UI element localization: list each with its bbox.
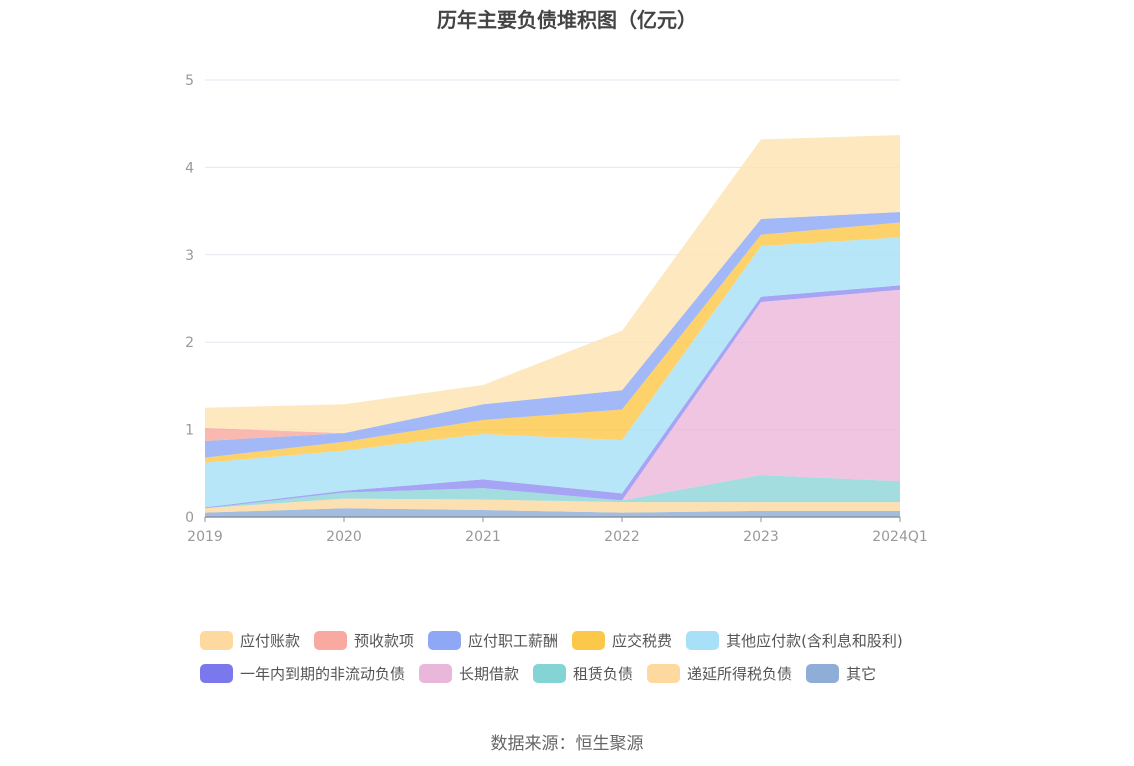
legend-label: 其它: [846, 665, 877, 683]
legend-item[interactable]: 一年内到期的非流动负债: [200, 663, 405, 684]
area-series-path: [205, 222, 900, 463]
legend: 应付账款 预收款项 应付职工薪酬 应交税费 其他应付款(含利息和股利) 一年内到…: [200, 630, 960, 696]
x-tick-label: 2020: [326, 529, 362, 545]
x-tick-label: 2021: [465, 529, 501, 545]
legend-label: 应付职工薪酬: [468, 632, 559, 650]
legend-item[interactable]: 租赁负债: [533, 663, 633, 684]
area-series-path: [205, 237, 900, 508]
legend-item[interactable]: 应交税费: [572, 630, 672, 651]
legend-item[interactable]: 预收款项: [314, 630, 414, 651]
source-note: 数据来源：恒生聚源: [490, 734, 644, 754]
legend-label: 应交税费: [612, 632, 673, 650]
area-series: [205, 135, 900, 517]
legend-item[interactable]: 应付账款: [200, 630, 300, 651]
legend-label: 长期借款: [459, 665, 520, 683]
area-series-path: [205, 135, 900, 434]
chart-title: 历年主要负债堆积图（亿元）: [437, 8, 697, 32]
x-tick-label: 2022: [604, 529, 640, 545]
legend-label: 预收款项: [354, 632, 415, 650]
legend-label: 一年内到期的非流动负债: [240, 665, 406, 683]
area-series-path: [205, 289, 900, 509]
legend-label: 其他应付款(含利息和股利): [726, 632, 903, 650]
legend-swatch: [533, 664, 567, 683]
legend-swatch: [314, 631, 348, 650]
legend-item[interactable]: 递延所得税负债: [647, 663, 792, 684]
x-tick-label: 2019: [187, 529, 223, 545]
legend-item[interactable]: 应付职工薪酬: [428, 630, 558, 651]
legend-item[interactable]: 其他应付款(含利息和股利): [686, 630, 903, 651]
legend-item[interactable]: 其它: [806, 663, 876, 684]
legend-swatch: [686, 631, 720, 650]
legend-row-2: 一年内到期的非流动负债 长期借款 租赁负债 递延所得税负债 其它: [200, 663, 960, 684]
legend-swatch: [647, 664, 681, 683]
y-tick-label: 1: [185, 423, 194, 439]
area-series-path: [205, 475, 900, 509]
x-axis: 2019 2020 2021 2022 2023 2024Q1: [187, 516, 928, 545]
y-tick-label: 5: [185, 73, 194, 89]
legend-swatch: [806, 664, 840, 683]
y-tick-label: 3: [185, 248, 194, 264]
y-tick-label: 0: [185, 510, 194, 526]
legend-swatch: [428, 631, 462, 650]
legend-row-1: 应付账款 预收款项 应付职工薪酬 应交税费 其他应付款(含利息和股利): [200, 630, 960, 651]
legend-item[interactable]: 长期借款: [419, 663, 519, 684]
y-tick-label: 2: [185, 335, 194, 351]
stacked-area-chart: 0 1 2 3 4 5 2019 2020 2021 2022 2023 2024Q1: [185, 73, 928, 545]
legend-label: 递延所得税负债: [687, 665, 793, 683]
y-axis: 0 1 2 3 4 5: [185, 73, 194, 526]
legend-label: 应付账款: [240, 632, 301, 650]
legend-swatch: [200, 664, 233, 683]
legend-label: 租赁负债: [573, 665, 634, 683]
area-series-path: [205, 508, 900, 517]
x-tick-label: 2024Q1: [872, 529, 928, 545]
legend-swatch: [200, 631, 233, 650]
legend-swatch: [419, 664, 453, 683]
x-tick-label: 2023: [743, 529, 779, 545]
legend-swatch: [572, 631, 606, 650]
area-series-path: [205, 211, 900, 458]
y-tick-label: 4: [185, 160, 194, 176]
